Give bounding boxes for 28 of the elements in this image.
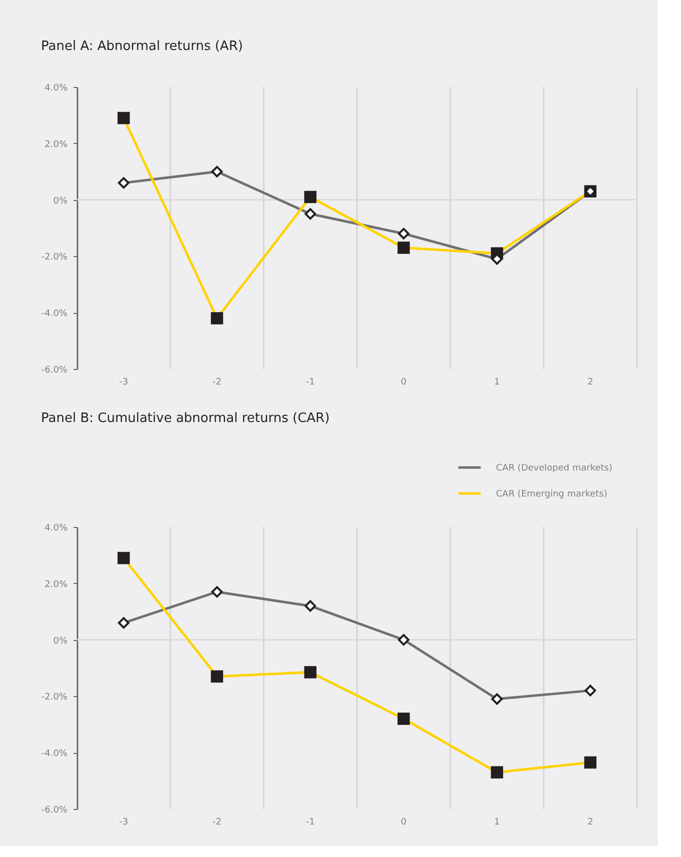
x-tick-label: 0 <box>400 818 407 828</box>
y-tick-label: -6.0% <box>41 806 68 816</box>
x-tick-label: 1 <box>494 818 500 828</box>
x-tick-label: 0 <box>400 378 407 388</box>
x-tick-label: 2 <box>587 818 594 828</box>
y-tick-label: 2.0% <box>44 140 68 150</box>
y-tick-label: -4.0% <box>41 309 68 320</box>
chart-title: Panel A: Abnormal returns (AR) <box>41 39 243 54</box>
x-tick-label: 2 <box>587 378 594 388</box>
y-tick-label: -2.0% <box>41 252 68 263</box>
y-tick-label: 4.0% <box>44 84 68 94</box>
x-tick-label: -1 <box>306 818 315 828</box>
x-tick-label: -2 <box>212 818 222 828</box>
x-tick-label: -3 <box>119 378 128 388</box>
x-tick-label: -3 <box>119 818 128 828</box>
x-tick-label: 1 <box>494 378 500 388</box>
chart-title: Panel B: Cumulative abnormal returns (CAR) <box>41 411 330 426</box>
legend-label: CAR (Emerging markets) <box>496 490 608 500</box>
y-tick-label: 0% <box>53 636 68 646</box>
legend-label: CAR (Developed markets) <box>496 464 612 474</box>
y-tick-label: 4.0% <box>44 524 68 534</box>
x-tick-label: -1 <box>306 378 315 388</box>
x-tick-label: -2 <box>212 378 222 388</box>
y-tick-label: -6.0% <box>41 366 68 376</box>
y-tick-label: -2.0% <box>41 692 68 703</box>
y-tick-label: 0% <box>53 196 68 206</box>
y-tick-label: 2.0% <box>44 580 68 590</box>
y-tick-label: -4.0% <box>41 749 68 760</box>
